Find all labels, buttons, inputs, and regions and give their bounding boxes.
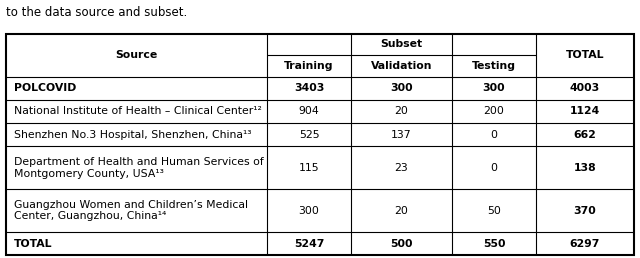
Text: 20: 20 [395, 106, 408, 116]
Text: 20: 20 [395, 206, 408, 216]
Text: 0: 0 [490, 163, 497, 173]
Text: 300: 300 [483, 83, 506, 93]
Text: Testing: Testing [472, 61, 516, 71]
Text: Validation: Validation [371, 61, 432, 71]
Text: POLCOVID: POLCOVID [14, 83, 76, 93]
Text: 200: 200 [484, 106, 504, 116]
Text: to the data source and subset.: to the data source and subset. [6, 6, 188, 19]
Text: 550: 550 [483, 239, 506, 249]
Text: 23: 23 [395, 163, 408, 173]
Text: 1124: 1124 [570, 106, 600, 116]
Text: 0: 0 [490, 130, 497, 140]
Bar [6, 34, 634, 255]
Text: Subset: Subset [380, 39, 422, 49]
Text: TOTAL: TOTAL [566, 50, 604, 60]
Text: 300: 300 [390, 83, 413, 93]
Text: 138: 138 [573, 163, 596, 173]
Text: Shenzhen No.3 Hospital, Shenzhen, China¹³: Shenzhen No.3 Hospital, Shenzhen, China¹… [14, 130, 252, 140]
Text: 300: 300 [299, 206, 319, 216]
Text: 50: 50 [487, 206, 501, 216]
Text: Guangzhou Women and Children’s Medical
Center, Guangzhou, China¹⁴: Guangzhou Women and Children’s Medical C… [14, 200, 248, 222]
Text: 370: 370 [573, 206, 596, 216]
Text: 6297: 6297 [570, 239, 600, 249]
Text: 662: 662 [573, 130, 596, 140]
Text: TOTAL: TOTAL [14, 239, 52, 249]
Text: 137: 137 [391, 130, 412, 140]
Text: 3403: 3403 [294, 83, 324, 93]
Text: National Institute of Health – Clinical Center¹²: National Institute of Health – Clinical … [14, 106, 262, 116]
Text: 4003: 4003 [570, 83, 600, 93]
Text: 525: 525 [299, 130, 319, 140]
Text: 904: 904 [299, 106, 319, 116]
Text: Department of Health and Human Services of
Montgomery County, USA¹³: Department of Health and Human Services … [14, 157, 264, 179]
Text: 5247: 5247 [294, 239, 324, 249]
Text: 115: 115 [299, 163, 319, 173]
Text: Source: Source [115, 50, 157, 60]
Text: Training: Training [284, 61, 334, 71]
Text: 500: 500 [390, 239, 413, 249]
